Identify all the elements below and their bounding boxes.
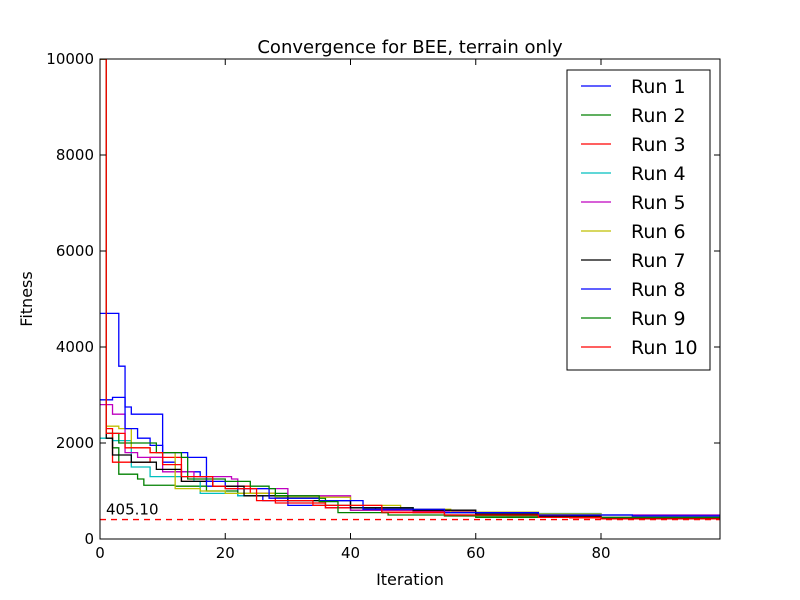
legend-label-run-3: Run 3 xyxy=(631,134,686,156)
legend-label-run-7: Run 7 xyxy=(631,250,686,272)
legend-box xyxy=(566,69,711,371)
x-tick-label: 0 xyxy=(95,544,105,562)
x-tick-label: 20 xyxy=(216,544,235,562)
plot-frame xyxy=(99,58,721,540)
series-line-run-10 xyxy=(100,59,720,520)
reference-label: 405.10 xyxy=(106,501,159,519)
series-line-run-9 xyxy=(100,59,720,519)
y-tick-label: 8000 xyxy=(56,146,94,164)
chart-title: Convergence for BEE, terrain only xyxy=(257,37,563,58)
x-tick-label: 60 xyxy=(466,544,485,562)
y-tick-label: 0 xyxy=(84,530,94,548)
y-tick-label: 4000 xyxy=(56,338,94,356)
x-tick-label: 80 xyxy=(591,544,610,562)
y-tick-label: 6000 xyxy=(56,242,94,260)
series-layer xyxy=(100,59,720,520)
legend-label-run-2: Run 2 xyxy=(631,105,686,127)
legend-label-run-6: Run 6 xyxy=(631,221,686,243)
ticks-layer: 0 20 40 60 80 0 2000 4000 6000 8000 10000 xyxy=(46,50,720,562)
legend-label-run-9: Run 9 xyxy=(631,308,686,330)
legend-label-run-10: Run 10 xyxy=(631,337,698,359)
y-axis-label: Fitness xyxy=(17,271,36,326)
legend: Run 1 Run 2 Run 3 Run 4 Run 5 Run 6 Run 7 Run 8… xyxy=(566,69,711,371)
reference-layer: 405.10 xyxy=(100,501,720,521)
x-axis-label: Iteration xyxy=(376,570,444,589)
series-line-run-7 xyxy=(100,59,720,519)
y-tick-label: 2000 xyxy=(56,434,94,452)
legend-label-run-4: Run 4 xyxy=(631,163,686,185)
x-tick-label: 40 xyxy=(341,544,360,562)
y-tick-label: 10000 xyxy=(46,50,94,68)
legend-label-run-5: Run 5 xyxy=(631,192,686,214)
legend-label-run-8: Run 8 xyxy=(631,279,686,301)
legend-label-run-1: Run 1 xyxy=(631,76,686,98)
